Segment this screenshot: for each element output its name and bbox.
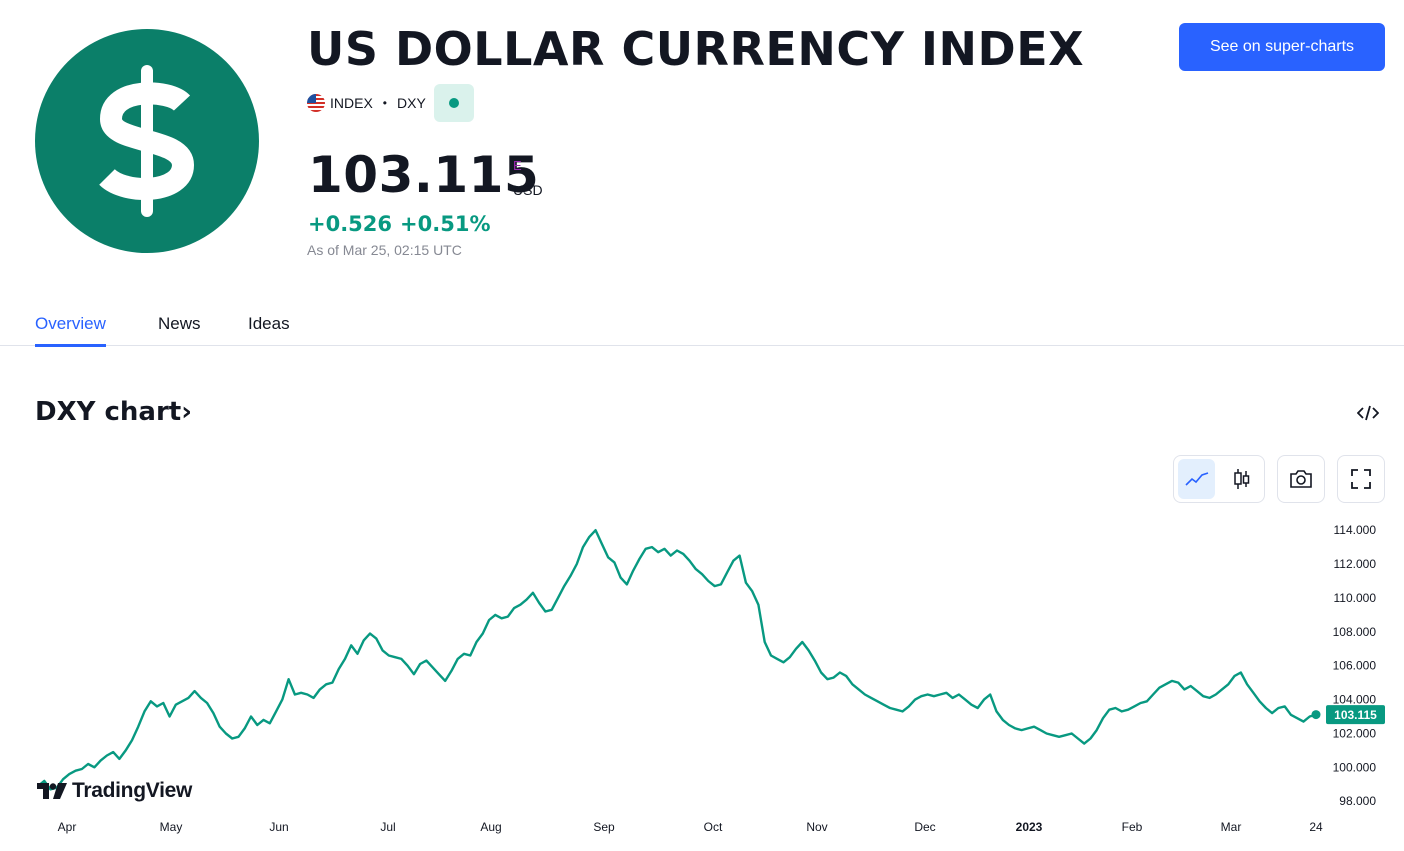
us-flag-icon [307, 94, 325, 112]
x-tick-label: Jun [269, 820, 288, 834]
tab-news[interactable]: News [158, 314, 201, 333]
y-tick-label: 102.000 [1333, 726, 1377, 740]
dollar-logo-icon [35, 29, 259, 253]
tab-bar: Overview News Ideas [0, 300, 1404, 347]
line-chart-button[interactable] [1178, 459, 1215, 499]
x-tick-label: Mar [1221, 820, 1242, 834]
symbol-type[interactable]: INDEX [330, 95, 373, 111]
market-status-badge[interactable] [433, 84, 474, 122]
symbol-meta: INDEX • DXY [307, 84, 474, 122]
last-price-marker [1311, 710, 1321, 720]
tab-overview[interactable]: Overview [35, 314, 106, 347]
y-tick-label: 108.000 [1333, 625, 1377, 639]
screenshot-group [1277, 455, 1325, 503]
separator-dot: • [382, 96, 387, 110]
fullscreen-button[interactable] [1342, 459, 1380, 499]
chart-style-toggle [1173, 455, 1265, 503]
price-series-line [37, 529, 1317, 791]
x-tick-label: Sep [593, 820, 615, 834]
line-chart-icon [1184, 472, 1208, 486]
last-price-tag-label: 103.115 [1334, 708, 1377, 722]
y-tick-label: 104.000 [1333, 693, 1377, 707]
price-currency: USD [513, 182, 543, 198]
as-of-timestamp: As of Mar 25, 02:15 UTC [307, 242, 462, 258]
candle-chart-button[interactable] [1223, 459, 1260, 499]
fullscreen-icon [1351, 469, 1371, 489]
change-percent: +0.51% [400, 212, 491, 236]
x-tick-label: 24 [1309, 820, 1323, 834]
x-tick-label: May [160, 820, 183, 834]
screenshot-button[interactable] [1282, 459, 1320, 499]
price-change: +0.526 +0.51% [308, 212, 490, 236]
tradingview-watermark: TradingView [36, 779, 192, 803]
x-tick-label: Jul [380, 820, 395, 834]
x-tick-label: Nov [806, 820, 827, 834]
x-tick-label: Apr [58, 820, 77, 834]
chart-heading-link[interactable]: DXY chart› [35, 397, 192, 427]
camera-icon [1290, 470, 1312, 488]
tradingview-watermark-text: TradingView [72, 779, 193, 802]
x-tick-label: Feb [1122, 820, 1143, 834]
fullscreen-group [1337, 455, 1385, 503]
embed-code-icon[interactable] [1354, 400, 1382, 426]
x-tick-label: Dec [914, 820, 935, 834]
last-price: 103.115 [308, 146, 540, 204]
tradingview-logo-icon [37, 783, 67, 799]
y-tick-label: 100.000 [1333, 760, 1377, 774]
y-tick-label: 106.000 [1333, 659, 1377, 673]
y-tick-label: 112.000 [1334, 557, 1377, 571]
x-tick-label: Aug [480, 820, 501, 834]
symbol-ticker[interactable]: DXY [397, 95, 426, 111]
y-axis: 114.000 112.000 110.000 108.000 106.000 104.0… [1333, 523, 1377, 808]
x-tick-label: Oct [704, 820, 723, 834]
price-flag: E [513, 158, 522, 173]
x-tick-label: 2023 [1016, 820, 1043, 834]
y-tick-label: 114.000 [1334, 523, 1377, 537]
dxy-price-chart[interactable]: 114.000 112.000 110.000 108.000 106.000 104.0… [0, 520, 1404, 851]
last-price-tag [1326, 705, 1385, 725]
see-on-super-charts-button[interactable]: See on super-charts [1179, 23, 1385, 71]
change-absolute: +0.526 [308, 212, 393, 236]
candlestick-icon [1233, 469, 1249, 489]
x-axis: Apr May Jun Jul Aug Sep Oct Nov Dec 2023 Feb Mar 24 [58, 820, 1323, 834]
y-tick-label: 98.000 [1339, 794, 1376, 808]
page-title: US DOLLAR CURRENCY INDEX [307, 22, 1085, 76]
tab-ideas[interactable]: Ideas [248, 314, 290, 333]
y-tick-label: 110.000 [1334, 591, 1377, 605]
chart-heading-text: DXY chart [35, 397, 182, 427]
chevron-right-icon: › [181, 397, 192, 427]
market-open-icon [448, 98, 459, 108]
